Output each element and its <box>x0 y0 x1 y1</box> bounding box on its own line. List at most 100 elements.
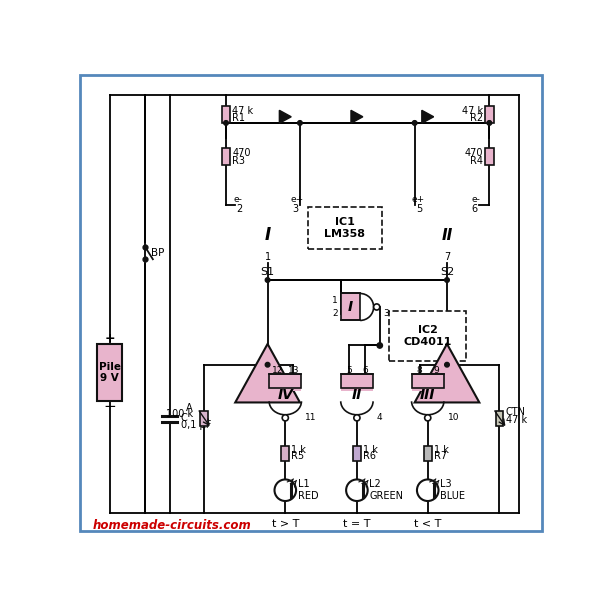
Text: 100 k: 100 k <box>166 409 193 419</box>
Text: 5: 5 <box>416 204 422 214</box>
Bar <box>412 374 444 388</box>
Circle shape <box>265 362 270 367</box>
Text: R2: R2 <box>470 114 483 123</box>
Text: 10: 10 <box>448 413 459 423</box>
Text: 11: 11 <box>305 413 317 423</box>
Polygon shape <box>351 111 363 123</box>
Bar <box>389 311 466 361</box>
Circle shape <box>282 415 288 421</box>
Text: R1: R1 <box>232 114 245 123</box>
Text: IC1
LM358: IC1 LM358 <box>325 217 365 239</box>
Text: −: − <box>103 399 116 414</box>
Circle shape <box>417 480 438 501</box>
Circle shape <box>445 362 449 367</box>
Text: R5: R5 <box>291 451 305 462</box>
Text: 3: 3 <box>383 309 388 318</box>
Text: +: + <box>104 332 115 344</box>
Circle shape <box>274 480 296 501</box>
Text: 2: 2 <box>237 204 243 214</box>
Text: R7: R7 <box>434 451 447 462</box>
Text: 6: 6 <box>362 366 368 375</box>
Polygon shape <box>415 344 480 403</box>
Text: S1: S1 <box>260 267 274 277</box>
Text: IC2
CD4011: IC2 CD4011 <box>404 325 452 347</box>
Bar <box>269 374 302 391</box>
Bar <box>97 344 122 401</box>
Bar <box>222 148 230 165</box>
Text: 8: 8 <box>417 366 422 375</box>
Text: A: A <box>186 403 193 413</box>
Bar <box>222 106 230 123</box>
Circle shape <box>265 278 270 282</box>
Circle shape <box>412 121 417 125</box>
Text: CTN: CTN <box>506 407 526 418</box>
Bar <box>282 445 289 461</box>
Text: 9: 9 <box>433 366 439 375</box>
Text: 470: 470 <box>232 148 251 158</box>
Bar <box>485 106 493 123</box>
Circle shape <box>297 121 302 125</box>
Bar <box>341 374 373 391</box>
Text: S2: S2 <box>440 267 454 277</box>
Text: t > T: t > T <box>271 519 299 529</box>
Text: 0,1 μF: 0,1 μF <box>180 419 211 430</box>
Circle shape <box>377 343 382 348</box>
Text: 7: 7 <box>444 252 450 262</box>
Polygon shape <box>422 111 433 123</box>
Text: IV: IV <box>277 388 293 401</box>
Text: homemade-circuits.com: homemade-circuits.com <box>93 519 251 532</box>
Text: 47 k: 47 k <box>232 106 253 115</box>
Polygon shape <box>236 344 300 403</box>
Text: L1
RED: L1 RED <box>297 480 318 501</box>
Text: L2
GREEN: L2 GREEN <box>369 480 403 501</box>
Text: II: II <box>352 388 362 401</box>
Circle shape <box>487 121 492 125</box>
Bar <box>412 374 444 391</box>
Circle shape <box>346 480 368 501</box>
Text: II: II <box>441 228 453 243</box>
Text: t < T: t < T <box>414 519 441 529</box>
Text: e+: e+ <box>411 195 424 204</box>
Bar <box>269 374 302 388</box>
Text: 1 k: 1 k <box>363 445 378 455</box>
Text: e-: e- <box>472 195 481 204</box>
Bar <box>353 445 361 461</box>
Text: I: I <box>265 227 271 245</box>
Bar <box>341 374 373 388</box>
Text: L3
BLUE: L3 BLUE <box>440 480 465 501</box>
Text: 47 k: 47 k <box>462 106 483 115</box>
Text: t = T: t = T <box>343 519 371 529</box>
Circle shape <box>374 304 380 310</box>
Circle shape <box>224 121 228 125</box>
Bar <box>424 445 432 461</box>
Circle shape <box>354 415 360 421</box>
Bar <box>485 148 493 165</box>
Bar <box>341 293 360 320</box>
Bar <box>495 411 503 426</box>
Text: 4: 4 <box>377 413 382 423</box>
Text: 47 k: 47 k <box>506 415 527 425</box>
Text: 5: 5 <box>346 366 351 375</box>
Polygon shape <box>279 111 291 123</box>
Circle shape <box>425 415 431 421</box>
Text: 1 k: 1 k <box>291 445 307 455</box>
Text: R4: R4 <box>470 156 483 166</box>
Text: I: I <box>347 300 352 314</box>
Bar <box>308 207 382 249</box>
Text: 1 k: 1 k <box>434 445 449 455</box>
Text: 6: 6 <box>472 204 478 214</box>
Text: III: III <box>420 388 435 401</box>
Text: 13: 13 <box>288 366 299 375</box>
Text: C: C <box>180 413 188 423</box>
Text: 3: 3 <box>292 204 299 214</box>
Text: e+: e+ <box>290 195 304 204</box>
Text: Pile
9 V: Pile 9 V <box>99 362 121 383</box>
Text: BP: BP <box>151 248 164 258</box>
Text: R6: R6 <box>363 451 376 462</box>
Text: R3: R3 <box>232 156 245 166</box>
Circle shape <box>445 278 449 282</box>
Text: 1: 1 <box>265 252 271 262</box>
Text: 12: 12 <box>271 366 283 375</box>
Text: 470: 470 <box>465 148 483 158</box>
Text: 1: 1 <box>332 296 337 305</box>
